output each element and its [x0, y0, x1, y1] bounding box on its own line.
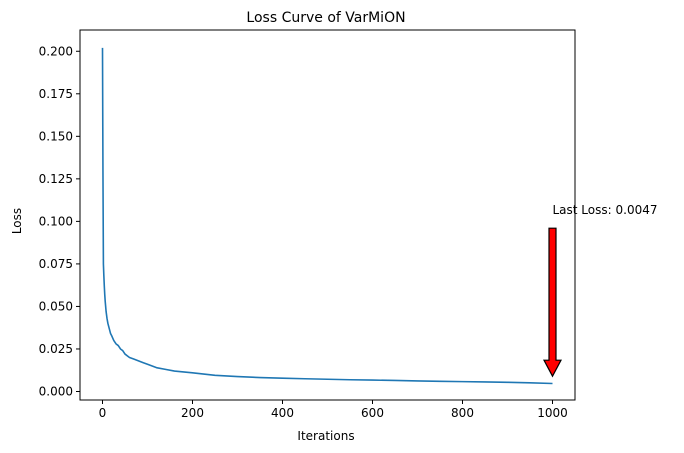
y-tick-label: 0.025	[39, 342, 73, 356]
x-tick-label: 0	[99, 406, 107, 420]
x-tick-label: 800	[451, 406, 474, 420]
y-tick-label: 0.100	[39, 214, 73, 228]
y-tick-label: 0.000	[39, 384, 73, 398]
loss-series-line	[101, 47, 553, 385]
y-tick-label: 0.050	[39, 299, 73, 313]
y-tick-label: 0.175	[39, 87, 73, 101]
chart-title: Loss Curve of VarMiON	[246, 10, 405, 26]
y-tick-label: 0.200	[39, 44, 73, 58]
y-tick-label: 0.150	[39, 129, 73, 143]
last-loss-annotation: Last Loss: 0.0047	[553, 203, 658, 217]
annotation-arrow	[543, 227, 562, 378]
y-tick-label: 0.075	[39, 257, 73, 271]
x-axis-label: Iterations	[297, 429, 354, 443]
x-tick-label: 1000	[537, 406, 568, 420]
y-axis-ticks: 0.000 0.025 0.050 0.075 0.100 0.125 0.150 0.175…	[39, 44, 80, 398]
y-tick-label: 0.125	[39, 172, 73, 186]
x-tick-label: 200	[181, 406, 204, 420]
plot-area	[101, 47, 553, 385]
x-tick-label: 400	[271, 406, 294, 420]
y-axis-label: Loss	[10, 208, 24, 234]
annotation: Last Loss: 0.0047	[543, 203, 658, 378]
axes-frame	[79, 29, 576, 401]
x-tick-label: 600	[361, 406, 384, 420]
x-axis-ticks: 0 200 400 600 800 1000	[99, 400, 568, 420]
